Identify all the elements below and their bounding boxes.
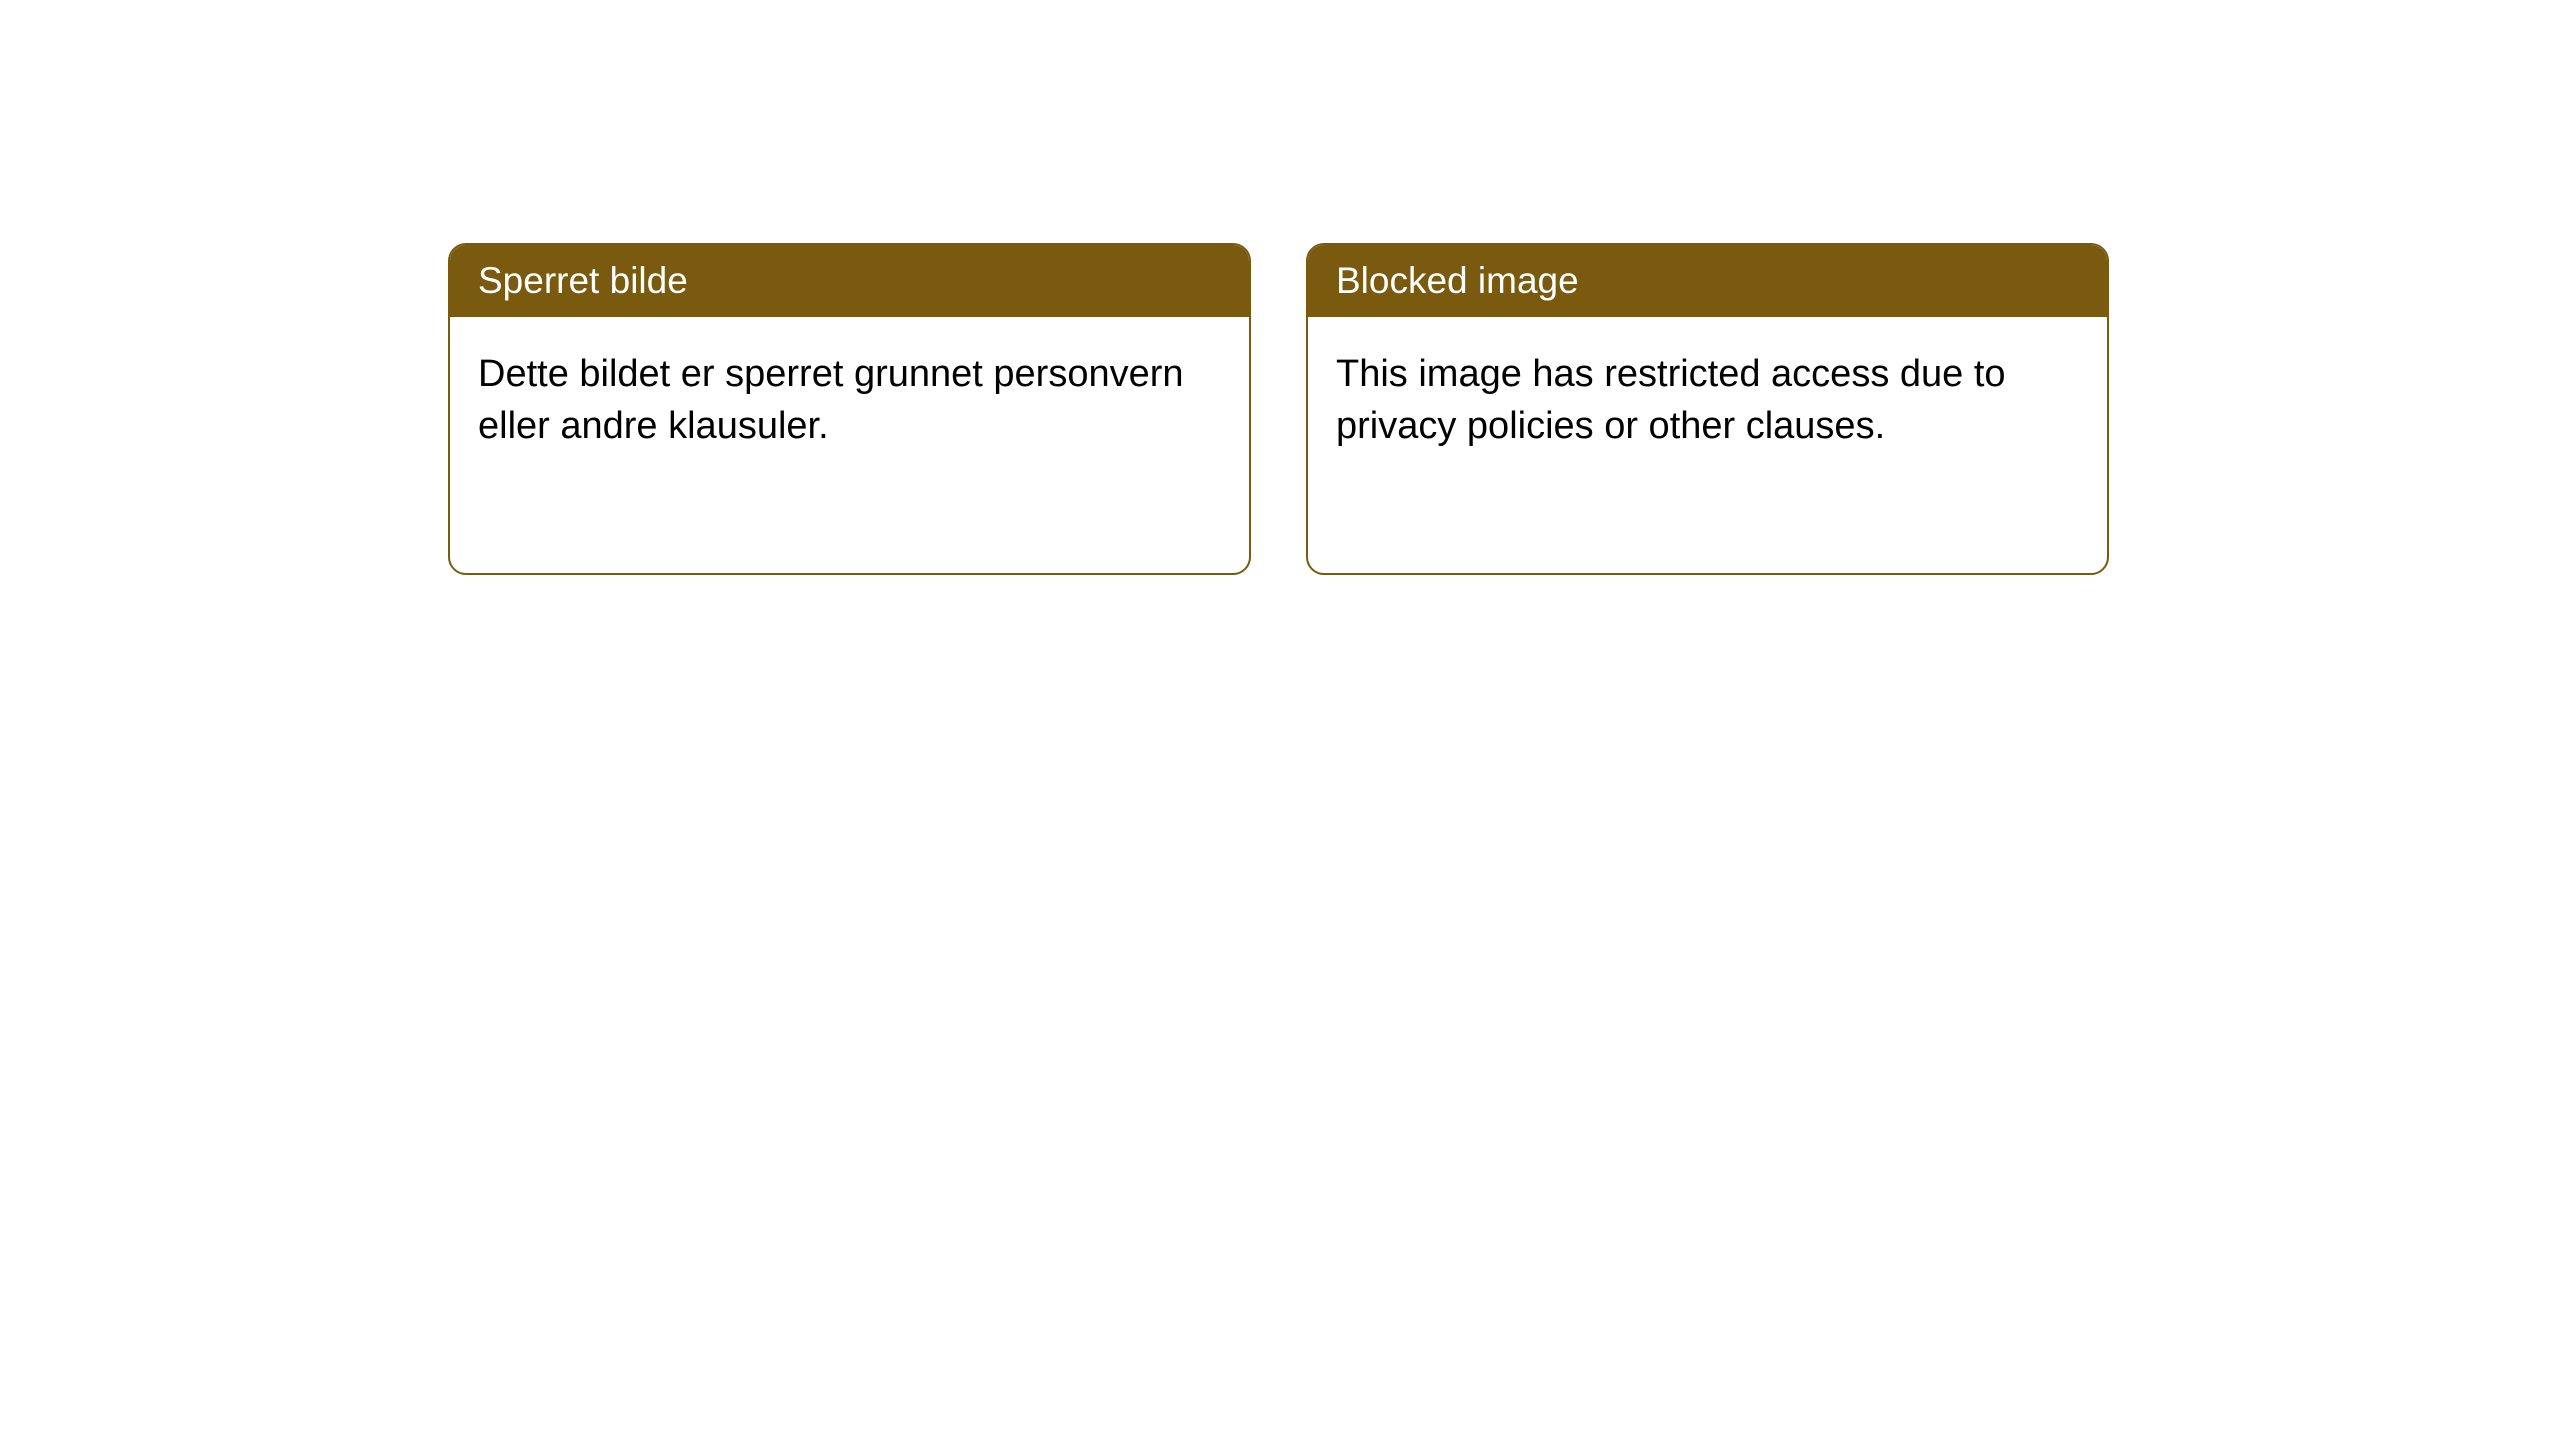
notice-header: Sperret bilde bbox=[450, 245, 1249, 317]
notice-card-norwegian: Sperret bilde Dette bildet er sperret gr… bbox=[448, 243, 1251, 575]
notice-body: This image has restricted access due to … bbox=[1308, 317, 2107, 484]
notice-header: Blocked image bbox=[1308, 245, 2107, 317]
notices-container: Sperret bilde Dette bildet er sperret gr… bbox=[448, 243, 2109, 575]
notice-card-english: Blocked image This image has restricted … bbox=[1306, 243, 2109, 575]
notice-body: Dette bildet er sperret grunnet personve… bbox=[450, 317, 1249, 484]
